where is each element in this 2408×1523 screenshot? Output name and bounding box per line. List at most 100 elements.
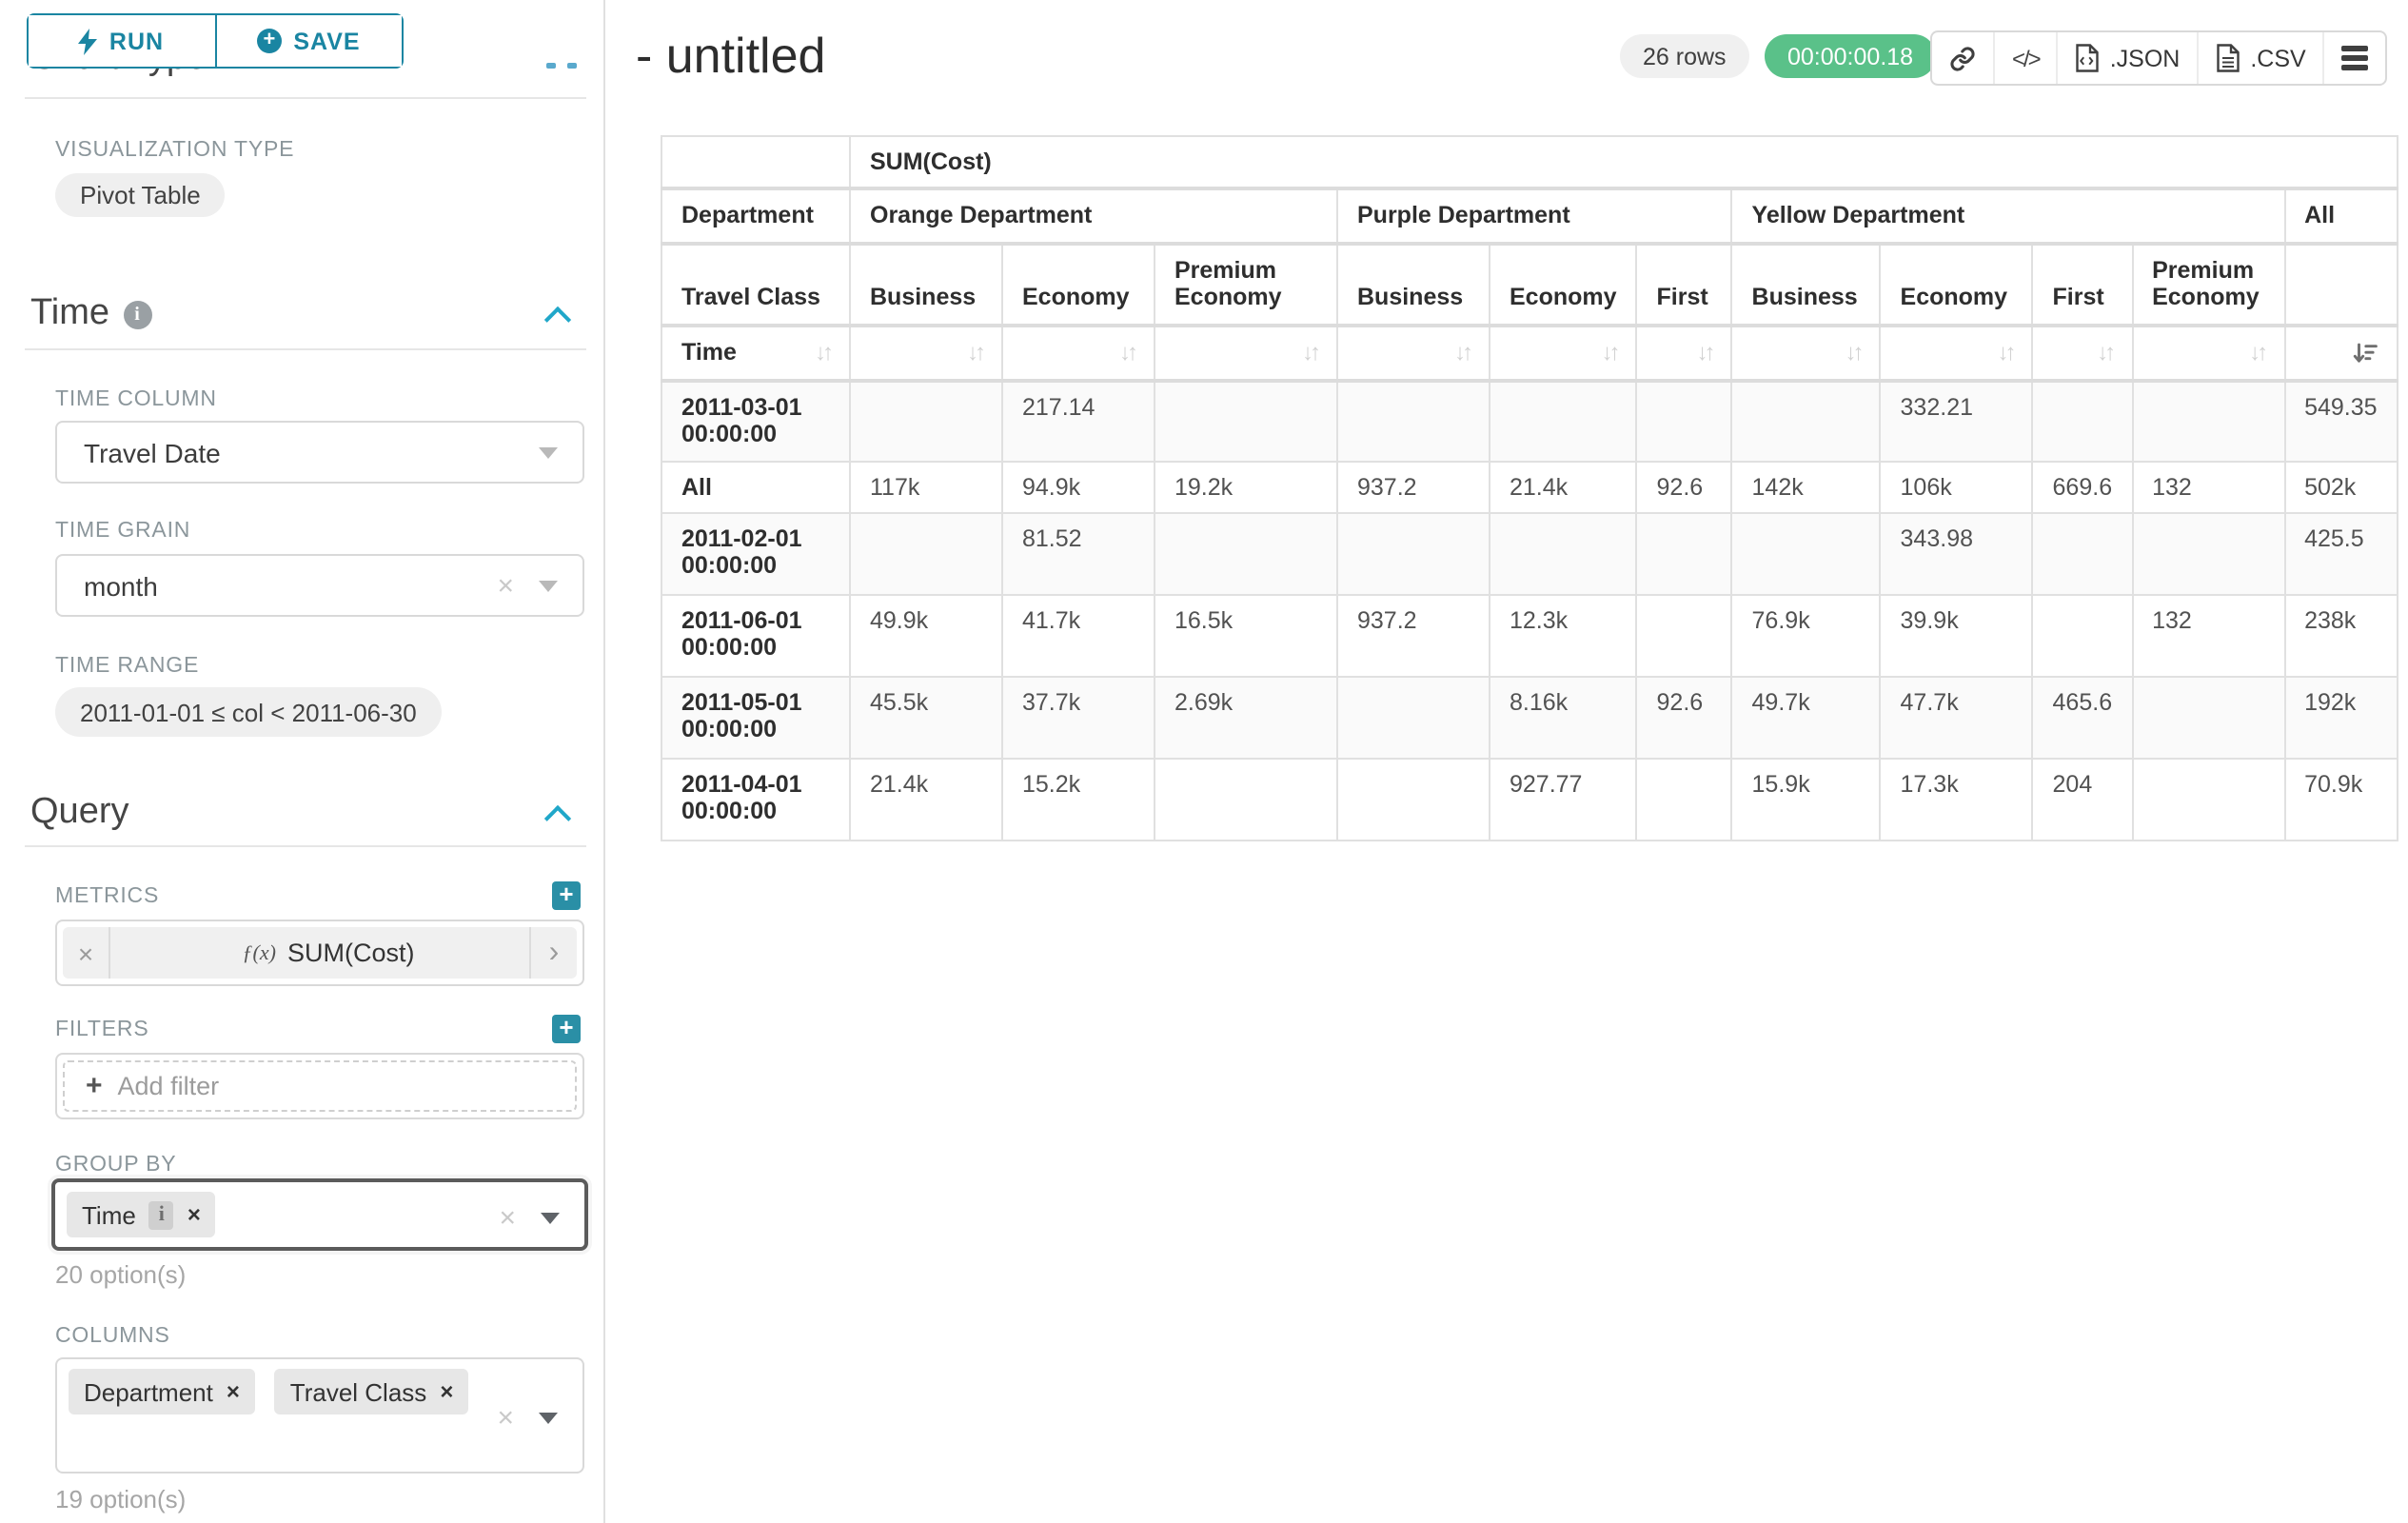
col-dim-header: Department	[661, 187, 851, 245]
col-dim2-header: Travel Class	[661, 242, 851, 326]
control-panel: Chart Type RUN + SAVE VISUALIZATION TYPE…	[0, 0, 605, 1523]
caret-down-icon	[539, 446, 558, 458]
value-cell: 41.7k	[1001, 594, 1155, 678]
columns-tag[interactable]: Travel Class ×	[274, 1369, 469, 1414]
decorative-mark	[546, 63, 556, 69]
filters-box: + Add filter	[55, 1053, 584, 1119]
value-cell	[849, 512, 1003, 596]
value-cell: 132	[2131, 594, 2286, 678]
save-button[interactable]: + SAVE	[214, 15, 402, 67]
sort-icon[interactable]: ↓↑	[2097, 339, 2116, 366]
time-grain-select[interactable]: month ×	[55, 554, 584, 617]
table-row: 2011-03-01 00:00:00 217.14 332.21 549.35	[661, 379, 2398, 463]
table-row: 2011-05-01 00:00:00 45.5k 37.7k 2.69k 8.16k 9…	[661, 676, 2398, 760]
json-file-icon	[2077, 44, 2100, 72]
value-cell: 927.77	[1488, 758, 1638, 841]
group-by-tag[interactable]: Time i ×	[67, 1192, 216, 1237]
sort-header-cell: ↓↑	[1336, 324, 1490, 382]
sort-icon[interactable]: ↓↑	[967, 339, 986, 366]
value-cell	[1336, 676, 1490, 760]
menu-button[interactable]	[2322, 32, 2386, 84]
viz-type-pill[interactable]: Pivot Table	[55, 173, 226, 217]
time-column-select[interactable]: Travel Date	[55, 421, 584, 484]
sort-desc-icon[interactable]	[2353, 340, 2378, 365]
add-filter-button[interactable]: + Add filter	[63, 1060, 577, 1112]
divider	[25, 97, 586, 99]
view-query-button[interactable]: </>	[1993, 32, 2057, 84]
caret-down-icon	[539, 1413, 558, 1424]
chevron-up-icon[interactable]	[548, 305, 571, 327]
value-cell: 15.9k	[1730, 758, 1882, 841]
corner-cell	[661, 135, 851, 189]
share-link-button[interactable]	[1932, 32, 1993, 84]
sort-icon[interactable]: ↓↑	[1119, 339, 1138, 366]
group-by-select[interactable]: Time i × ×	[51, 1178, 588, 1251]
sort-header-cell: ↓↑	[1635, 324, 1733, 382]
run-button[interactable]: RUN	[29, 15, 214, 67]
clear-icon[interactable]: ×	[497, 1402, 514, 1434]
sort-icon[interactable]: ↓↑	[1696, 339, 1716, 366]
value-cell: 425.5	[2283, 512, 2398, 596]
row-header-cell: All	[661, 461, 851, 514]
time-range-label: TIME RANGE	[55, 655, 200, 678]
value-cell: 49.7k	[1730, 676, 1882, 760]
value-cell: 2.69k	[1154, 676, 1338, 760]
sort-icon[interactable]: ↓↑	[1997, 339, 2017, 366]
department-group-header: Yellow Department	[1730, 187, 2286, 245]
row-dim-header: Time ↓↑	[661, 324, 851, 382]
sort-header-cell: ↓↑	[1488, 324, 1638, 382]
value-cell: 502k	[2283, 461, 2398, 514]
chevron-up-icon[interactable]	[548, 803, 571, 826]
table-row: 2011-06-01 00:00:00 49.9k 41.7k 16.5k 937.2 1…	[661, 594, 2398, 678]
clear-icon[interactable]: ×	[497, 569, 514, 602]
travel-class-header: Premium Economy	[2131, 242, 2286, 326]
export-json-button[interactable]: .JSON	[2056, 32, 2198, 84]
value-cell	[2031, 594, 2134, 678]
remove-tag-icon[interactable]: ×	[226, 1378, 240, 1405]
value-cell: 16.5k	[1154, 594, 1338, 678]
remove-tag-icon[interactable]: ×	[440, 1378, 454, 1405]
chart-title[interactable]: - untitled	[636, 27, 826, 84]
time-column-label: TIME COLUMN	[55, 388, 217, 411]
group-by-option-count: 20 option(s)	[55, 1260, 187, 1289]
clear-icon[interactable]: ×	[499, 1202, 516, 1235]
time-range-pill[interactable]: 2011-01-01 ≤ col < 2011-06-30	[55, 687, 442, 737]
value-cell: 106k	[1879, 461, 2034, 514]
department-group-header: Purple Department	[1335, 187, 1733, 245]
group-by-label: GROUP BY	[55, 1154, 177, 1177]
remove-tag-icon[interactable]: ×	[187, 1201, 201, 1228]
value-cell	[1488, 512, 1638, 596]
sort-icon[interactable]: ↓↑	[1845, 339, 1865, 366]
value-cell: 49.9k	[849, 594, 1003, 678]
value-cell: 117k	[849, 461, 1003, 514]
value-cell: 45.5k	[849, 676, 1003, 760]
row-header-cell: 2011-02-01 00:00:00	[661, 512, 851, 596]
sort-icon[interactable]: ↓↑	[1302, 339, 1321, 366]
metric-pill[interactable]: × ƒ(x) SUM(Cost) ›	[63, 927, 577, 979]
sort-header-cell: ↓↑	[1001, 324, 1155, 382]
sort-icon[interactable]: ↓↑	[2249, 339, 2268, 366]
value-cell	[2131, 676, 2286, 760]
columns-select[interactable]: Department × Travel Class × ×	[55, 1357, 584, 1474]
value-cell: 549.35	[2283, 379, 2398, 463]
export-toolbar: </> .JSON .CSV	[1930, 30, 2388, 86]
travel-class-header: Business	[1730, 242, 1882, 326]
export-csv-button[interactable]: .CSV	[2197, 32, 2322, 84]
value-cell: 12.3k	[1488, 594, 1638, 678]
menu-icon	[2341, 45, 2369, 71]
add-filter-plus-button[interactable]: +	[552, 1014, 581, 1043]
value-cell	[1336, 379, 1490, 463]
row-header-cell: 2011-05-01 00:00:00	[661, 676, 851, 760]
columns-tag[interactable]: Department ×	[69, 1369, 255, 1414]
sort-icon[interactable]: ↓↑	[1454, 339, 1473, 366]
bolt-icon	[78, 28, 98, 54]
pivot-table: SUM(Cost) Department Orange Department Purp…	[661, 135, 2398, 841]
sort-icon[interactable]: ↓↑	[815, 339, 834, 366]
remove-metric-icon[interactable]: ×	[63, 927, 110, 979]
chevron-right-icon[interactable]: ›	[529, 927, 577, 979]
travel-class-header	[2283, 242, 2398, 326]
add-metric-button[interactable]: +	[552, 880, 581, 910]
sort-icon[interactable]: ↓↑	[1601, 339, 1621, 366]
value-cell	[2131, 379, 2286, 463]
time-grain-label: TIME GRAIN	[55, 520, 191, 543]
